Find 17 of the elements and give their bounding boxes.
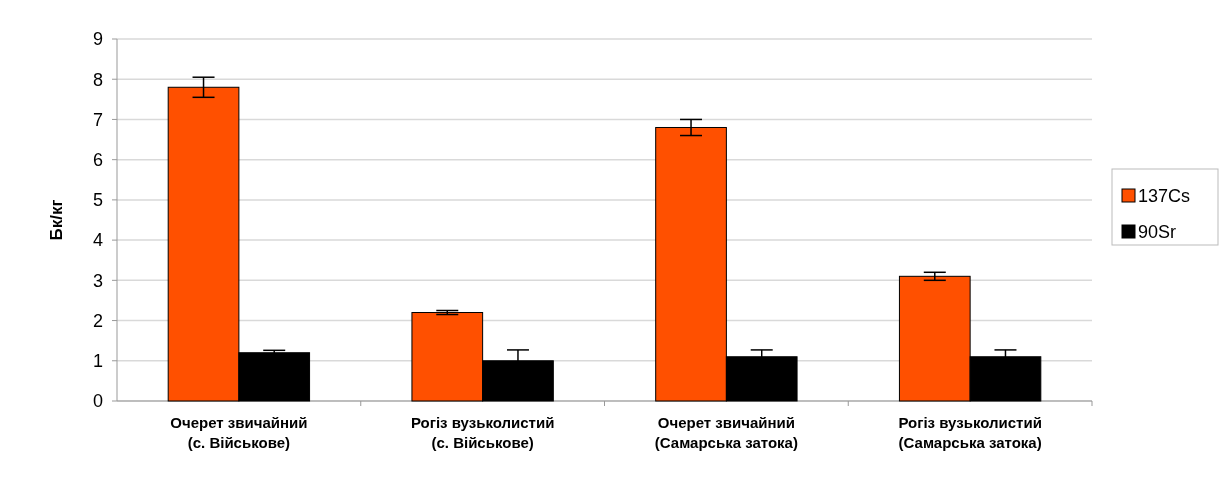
x-tick-label: Очерет звичайний (с. Військове): [170, 414, 308, 451]
x-tick-label: Рогіз вузьколистий (Самарська затока): [898, 414, 1042, 451]
legend-label: 137Cs: [1138, 186, 1191, 207]
y-tick-label: 3: [92, 270, 103, 291]
x-tick-label: Рогіз вузьколистий (с. Військове): [410, 414, 555, 451]
y-tick-label: 7: [92, 109, 103, 130]
legend-label: 90Sr: [1138, 222, 1177, 243]
y-tick-label: 2: [92, 310, 103, 331]
x-tick-label: Очерет звичайний (Самарська затока): [654, 414, 798, 451]
y-tick-label: 5: [92, 190, 103, 211]
y-tick-label: 9: [92, 29, 103, 50]
y-tick-label: 8: [92, 69, 103, 90]
y-axis-title: Бк/кг: [47, 199, 66, 241]
y-tick-label: 4: [92, 230, 103, 251]
y-tick-label: 1: [92, 351, 103, 372]
y-tick-label: 6: [92, 149, 103, 170]
y-tick-label: 0: [92, 391, 103, 412]
